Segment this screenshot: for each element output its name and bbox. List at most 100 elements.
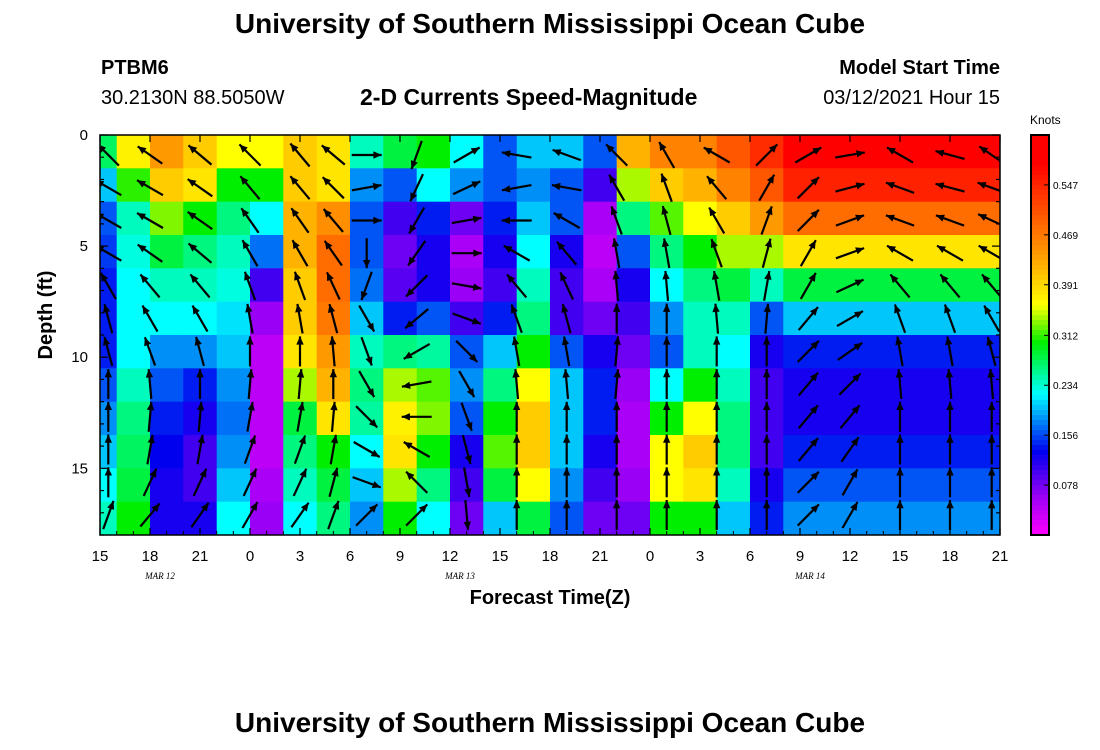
current-arrow — [100, 246, 122, 262]
arrow-head — [372, 182, 382, 191]
arrow-head — [470, 147, 480, 155]
current-arrow — [562, 369, 570, 400]
arrow-head — [763, 303, 771, 313]
current-arrow — [100, 272, 117, 300]
arrow-head — [978, 214, 988, 221]
heat-cell — [716, 301, 751, 336]
heat-cell — [783, 468, 1000, 503]
heat-cell — [716, 468, 751, 503]
arrow-head — [465, 421, 473, 431]
current-arrow — [293, 271, 307, 301]
current-arrow — [139, 273, 161, 299]
colorbar-segment — [1031, 165, 1049, 171]
arrow-head — [940, 274, 949, 284]
arrow-head — [854, 311, 863, 319]
current-arrow — [708, 206, 726, 234]
arrow-head — [410, 160, 418, 170]
arrow-head — [710, 239, 718, 249]
current-arrow — [136, 212, 164, 229]
heat-cell — [416, 135, 451, 169]
arrow-head — [810, 471, 819, 481]
current-arrow — [946, 467, 954, 498]
current-arrow — [839, 404, 861, 430]
arrow-head — [322, 177, 332, 186]
current-arrow — [713, 434, 721, 465]
current-arrow — [613, 500, 621, 530]
arrow-head — [763, 434, 771, 443]
current-arrow — [841, 468, 859, 496]
arrow-head — [613, 369, 621, 378]
current-arrow — [939, 273, 961, 299]
arrow-head — [809, 307, 818, 316]
arrow-head — [513, 467, 521, 476]
heat-cell — [683, 368, 718, 403]
colorbar-segment — [1031, 525, 1049, 531]
colorbar-segment — [1031, 305, 1049, 311]
heat-cell — [483, 435, 518, 469]
colorbar-segment — [1031, 480, 1049, 486]
arrow-head — [100, 180, 105, 188]
arrow-head — [146, 401, 155, 411]
arrow-head — [613, 434, 621, 443]
heat-cell — [100, 168, 118, 203]
current-arrow — [796, 340, 820, 363]
arrow-head — [137, 244, 147, 253]
colorbar-segment — [1031, 230, 1049, 236]
heat-cell — [150, 168, 184, 203]
arrow-head — [463, 521, 471, 530]
heat-cell — [316, 135, 351, 169]
colorbar-segment — [1031, 415, 1049, 421]
current-arrow — [506, 273, 528, 299]
current-arrow — [978, 244, 1000, 260]
arrow-head — [137, 146, 147, 155]
arrow-head — [763, 500, 771, 509]
current-arrow — [141, 305, 159, 333]
heat-cell — [583, 435, 618, 469]
heat-cell — [683, 301, 718, 336]
current-arrow — [146, 434, 155, 465]
current-arrow — [451, 249, 482, 257]
arrow-head — [403, 442, 413, 450]
x-tick-label: 9 — [796, 548, 804, 565]
arrow-head — [764, 238, 772, 248]
colorbar-segment — [1031, 245, 1049, 251]
colorbar-segment — [1031, 370, 1049, 376]
colorbar-segment — [1031, 310, 1049, 316]
colorbar-segment — [1031, 195, 1049, 201]
heat-cell — [616, 235, 651, 269]
current-arrow — [103, 336, 114, 367]
colorbar-segment — [1031, 335, 1049, 341]
arrow-head — [328, 304, 336, 313]
current-arrow — [196, 401, 205, 432]
arrow-head — [472, 215, 482, 223]
heat-cell — [783, 368, 1000, 403]
colorbar-segment — [1031, 345, 1049, 351]
colorbar-segment — [1031, 360, 1049, 366]
arrow-head — [937, 245, 946, 253]
heatmap-layer — [100, 135, 1000, 535]
station-coordinates: 30.2130N 88.5050W — [101, 87, 285, 109]
arrow-head — [663, 336, 671, 345]
arrow-head — [854, 279, 864, 287]
current-arrow — [358, 370, 376, 398]
colorbar-segment — [1031, 380, 1049, 386]
current-arrow — [936, 244, 964, 262]
current-arrow — [613, 303, 621, 334]
current-arrow — [935, 182, 965, 193]
heat-cell — [716, 501, 751, 535]
arrow-head — [188, 145, 198, 154]
heat-cell — [250, 268, 284, 303]
arrow-head — [661, 206, 669, 215]
current-arrow — [328, 303, 339, 334]
current-arrow — [763, 369, 771, 400]
heat-cell — [450, 135, 484, 169]
colorbar-unit: Knots — [1030, 113, 1061, 127]
arrow-head — [712, 303, 720, 313]
arrow-head — [856, 150, 865, 158]
current-arrow — [290, 207, 310, 234]
arrow-head — [887, 147, 896, 155]
current-arrow — [513, 401, 521, 432]
arrow-head — [984, 305, 992, 315]
colorbar-segment — [1031, 500, 1049, 506]
arrow-head — [659, 142, 667, 151]
